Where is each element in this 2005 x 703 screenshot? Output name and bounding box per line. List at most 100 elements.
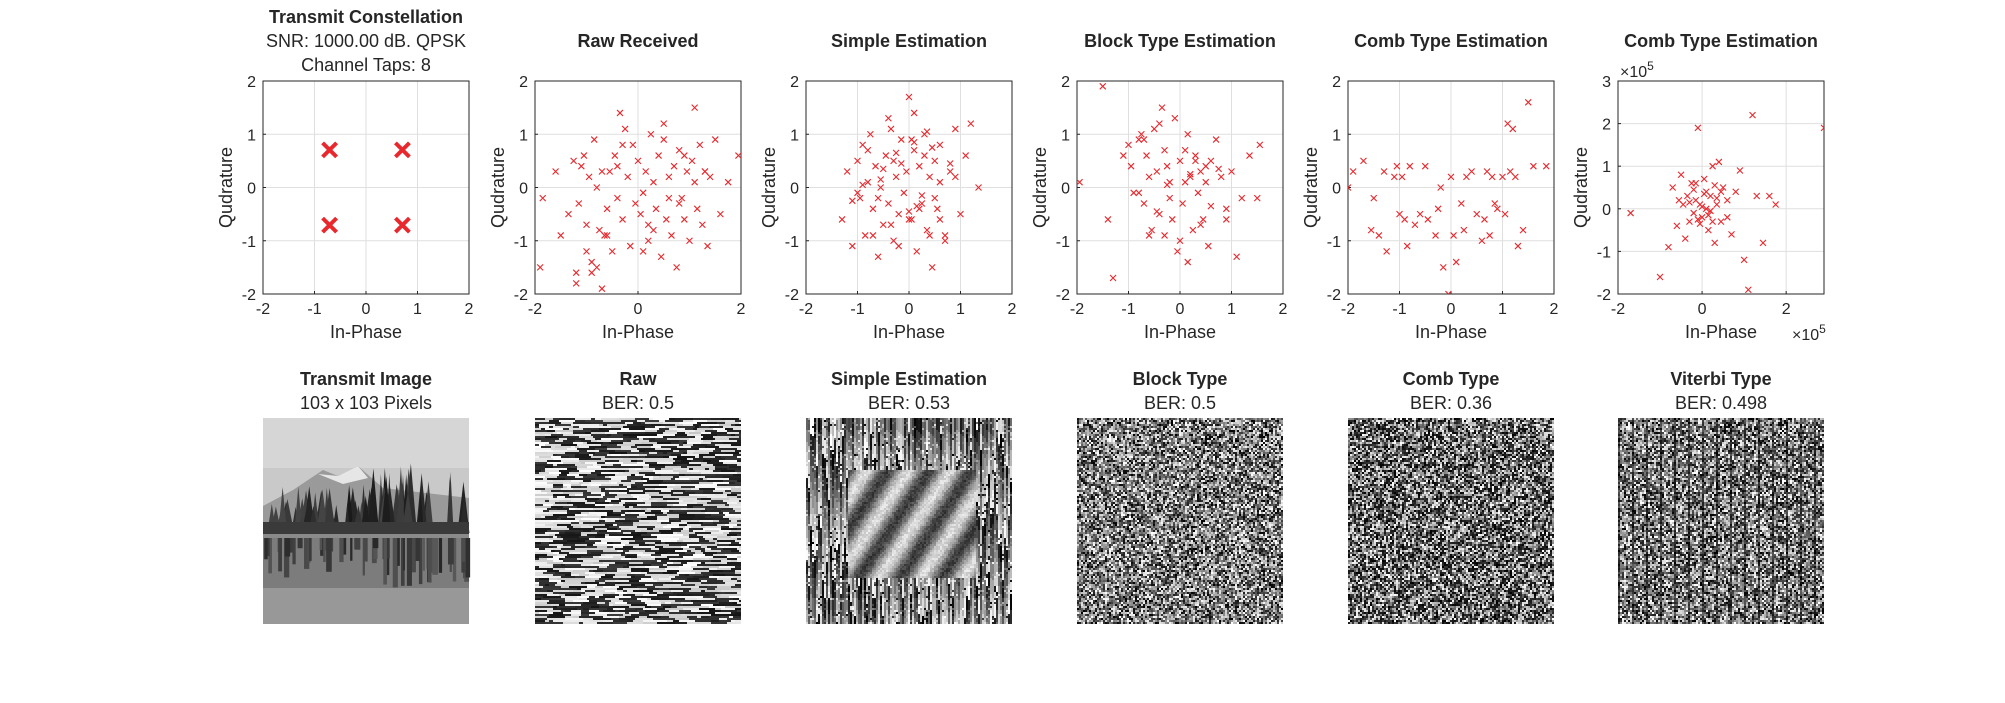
x-tick-label: -2 (1070, 301, 1084, 318)
data-point (1463, 173, 1470, 181)
data-point (877, 176, 885, 183)
y-tick-label: -2 (1597, 287, 1611, 304)
data-point (1504, 120, 1512, 127)
data-point (644, 221, 652, 229)
data-point (864, 146, 872, 154)
data-point (588, 269, 596, 277)
data-point (1478, 237, 1486, 245)
x-tick-label: 0 (1447, 301, 1456, 318)
data-point (632, 200, 639, 207)
image-panel-4: Block Type BER: 0.5 (1077, 369, 1283, 624)
reflection-streak (264, 538, 268, 560)
data-point (975, 184, 982, 191)
data-point (1398, 173, 1406, 181)
data-point (854, 157, 861, 165)
data-point (897, 160, 905, 167)
x-axis-label: In-Phase (1415, 322, 1487, 342)
data-point (1411, 221, 1419, 229)
data-point (575, 200, 583, 207)
reflection-streak (392, 538, 398, 588)
data-point (1168, 216, 1176, 223)
reflection-streak (438, 538, 443, 573)
data-point (1403, 242, 1411, 250)
data-point (1130, 189, 1138, 197)
data-point (665, 173, 673, 181)
data-point (897, 136, 905, 143)
data-point (704, 242, 711, 250)
reflection-streak (410, 538, 416, 573)
chart-subtitle: Channel Taps: 8 (301, 55, 431, 75)
data-point (1192, 157, 1199, 165)
x-tick-label: 2 (1782, 301, 1791, 318)
data-point (1421, 162, 1429, 170)
data-point (1194, 189, 1202, 197)
data-point (931, 157, 939, 165)
tree (278, 486, 288, 533)
reflection-streak (308, 538, 312, 561)
mountain-snow (318, 466, 368, 484)
data-point (918, 192, 926, 199)
data-point (910, 146, 918, 154)
y-tick-label: 2 (1061, 74, 1070, 91)
data-point (683, 168, 691, 175)
data-point (941, 237, 949, 245)
reflection-streak (397, 538, 400, 566)
y-tick-label: 0 (1602, 202, 1611, 219)
data-point (1125, 141, 1132, 149)
y-tick-label: 2 (790, 74, 799, 91)
data-point (1217, 173, 1225, 181)
shoreline (263, 534, 469, 538)
reflection-streak (354, 538, 361, 549)
data-point (1705, 226, 1712, 234)
reflection-streak (363, 538, 368, 562)
data-point (1675, 196, 1683, 204)
reflection-streak (304, 538, 310, 569)
x-exponent-label: ×105 (1792, 322, 1826, 344)
reflection-streak (465, 538, 471, 578)
data-point (885, 200, 892, 207)
data-point (905, 216, 913, 223)
reflection-streak (461, 538, 466, 562)
data-point (915, 162, 923, 170)
data-point (936, 141, 944, 149)
data-point (892, 173, 900, 181)
data-point (603, 232, 611, 239)
data-point (1820, 124, 1824, 132)
data-point (1681, 235, 1689, 243)
data-point (1450, 232, 1457, 239)
data-point (1181, 146, 1189, 154)
data-point (1401, 216, 1409, 223)
data-points (536, 104, 741, 293)
data-point (619, 141, 626, 149)
noise-image (535, 418, 741, 624)
data-point (885, 114, 892, 122)
data-point (616, 109, 624, 117)
data-point (1406, 162, 1414, 170)
scatter-plot-2: -2 0 2 -2 -1 0 1 2 In-Phase Qudrature Raw Received (488, 31, 746, 342)
image-content (1077, 418, 1283, 624)
x-tick-label: -2 (1611, 301, 1625, 318)
data-point (1736, 167, 1744, 174)
data-point (1163, 162, 1171, 170)
data-point (657, 253, 665, 261)
reflection-streak (284, 538, 291, 557)
data-point (928, 144, 936, 151)
data-point (1765, 192, 1773, 200)
reflection-streak (418, 538, 423, 585)
x-tick-label: 1 (413, 301, 422, 318)
data-point (1437, 184, 1445, 191)
data-points (321, 141, 411, 234)
data-point (928, 263, 936, 271)
scatter-plot-6: -2 0 2 -2 -1 0 1 2 3 In-Phase Qudrature Comb Type E… (1571, 31, 1826, 344)
data-point (1753, 192, 1761, 200)
data-points (838, 93, 982, 271)
data-point (1686, 199, 1693, 206)
data-point (933, 205, 941, 213)
data-point (1153, 208, 1161, 215)
data-point (1759, 239, 1767, 247)
data-point (1222, 216, 1230, 223)
data-point (1179, 200, 1186, 207)
data-point (1156, 120, 1163, 127)
data-point (668, 232, 675, 239)
y-tick-label: 0 (247, 181, 256, 198)
